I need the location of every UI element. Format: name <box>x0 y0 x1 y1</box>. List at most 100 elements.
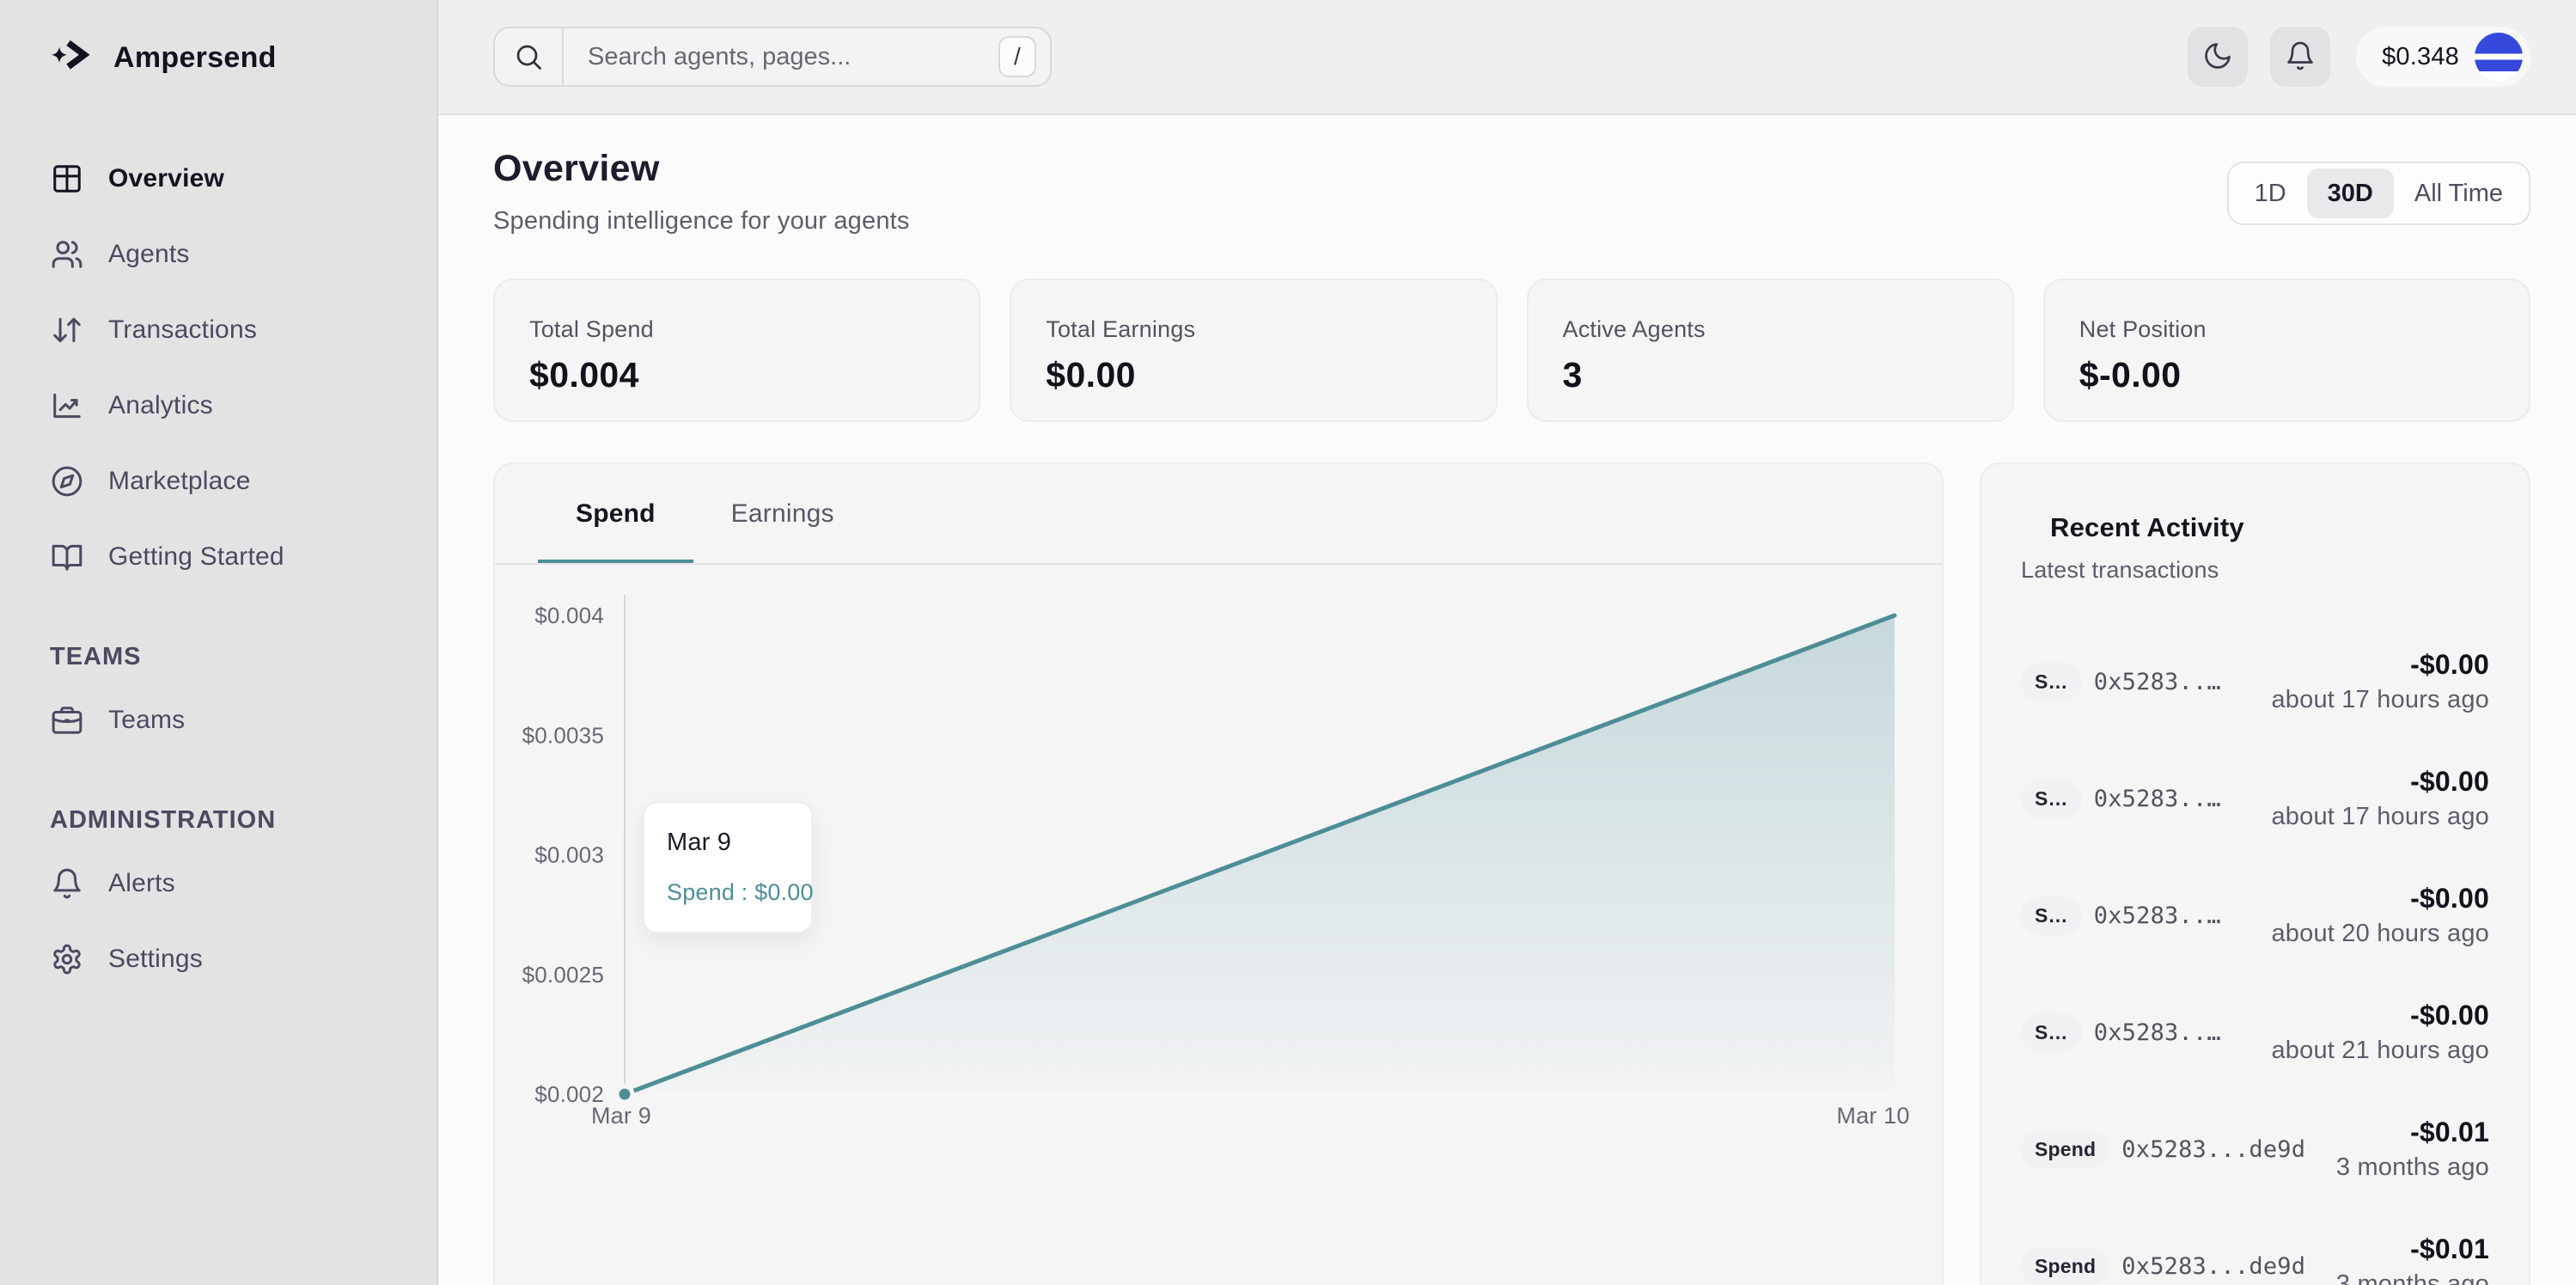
stat-card-total-earnings: Total Earnings $0.00 <box>1010 278 1498 422</box>
book-open-icon <box>50 540 84 574</box>
moon-icon <box>2202 40 2233 74</box>
transaction-type-badge: S… <box>2021 896 2082 935</box>
stat-value: $-0.00 <box>2079 355 2182 395</box>
transaction-amount: -$0.00 <box>2410 766 2489 797</box>
stat-value: $0.004 <box>529 355 639 395</box>
transaction-address: 0x5283..… <box>2093 785 2221 812</box>
transaction-time: about 21 hours ago <box>2271 1037 2489 1064</box>
transaction-row[interactable]: S… 0x5283..… -$0.00 about 20 hours ago <box>2021 857 2489 974</box>
transaction-row[interactable]: S… 0x5283..… -$0.00 about 17 hours ago <box>2021 623 2489 740</box>
transaction-type-badge: Spend <box>2021 1246 2110 1285</box>
line-chart-icon <box>50 389 84 423</box>
sidebar-item-overview[interactable]: Overview <box>0 141 436 217</box>
svg-text:$0.002: $0.002 <box>534 1081 604 1107</box>
main-content: Overview Spending intelligence for your … <box>438 115 2576 1285</box>
page-subtitle: Spending intelligence for your agents <box>493 207 910 235</box>
transaction-type-badge: S… <box>2021 779 2082 818</box>
sidebar-item-marketplace[interactable]: Marketplace <box>0 444 436 519</box>
transaction-time: 3 months ago <box>2335 1270 2489 1285</box>
search-bar[interactable]: / <box>493 27 1052 87</box>
range-option-30d[interactable]: 30D <box>2306 168 2394 218</box>
transaction-amount: -$0.00 <box>2410 649 2489 680</box>
tooltip-value: Spend : $0.00 <box>667 879 814 905</box>
sidebar-item-label: Settings <box>108 945 203 973</box>
stat-label: Total Earnings <box>1046 316 1196 342</box>
sidebar-item-label: Transactions <box>108 315 258 344</box>
stat-label: Active Agents <box>1562 316 1706 342</box>
sidebar-item-settings[interactable]: Settings <box>0 921 436 997</box>
tab-earnings[interactable]: Earnings <box>730 499 834 528</box>
activity-title: Recent Activity <box>2050 512 2244 542</box>
stat-card-active-agents: Active Agents 3 <box>1526 278 2014 422</box>
stat-label: Net Position <box>2079 316 2207 342</box>
sidebar-item-transactions[interactable]: Transactions <box>0 292 436 368</box>
sidebar-item-analytics[interactable]: Analytics <box>0 368 436 444</box>
sidebar-section-administration: ADMINISTRATION <box>50 805 277 834</box>
transaction-amount: -$0.01 <box>2410 1117 2489 1147</box>
range-option-1d[interactable]: 1D <box>2234 168 2307 218</box>
avatar <box>2475 33 2523 81</box>
stats-row: Total Spend $0.004 Total Earnings $0.00 … <box>493 278 2530 422</box>
transaction-type-badge: Spend <box>2021 1129 2110 1169</box>
transaction-row[interactable]: Spend 0x5283...de9d -$0.01 3 months ago <box>2021 1091 2489 1208</box>
svg-text:$0.0025: $0.0025 <box>522 962 604 988</box>
search-shortcut-key: / <box>998 36 1036 77</box>
sidebar-item-teams[interactable]: Teams <box>0 682 436 758</box>
sidebar-item-label: Alerts <box>108 869 175 897</box>
account-balance-pill[interactable]: $0.348 <box>2356 27 2530 87</box>
arrows-up-down-icon <box>50 313 84 347</box>
transaction-address: 0x5283..… <box>2093 1019 2221 1046</box>
notifications-button[interactable] <box>2270 27 2331 87</box>
stat-value: $0.00 <box>1046 355 1136 395</box>
dark-mode-button[interactable] <box>2188 27 2249 87</box>
range-option-all-time[interactable]: All Time <box>2394 168 2524 218</box>
chart-tabs: Spend Earnings <box>495 464 1942 565</box>
transaction-time: about 17 hours ago <box>2271 686 2489 713</box>
svg-text:Mar 10: Mar 10 <box>1836 1103 1909 1129</box>
svg-text:$0.003: $0.003 <box>534 842 604 868</box>
sidebar-item-label: Analytics <box>108 391 213 419</box>
stat-label: Total Spend <box>529 316 654 342</box>
chart-tooltip: Mar 9 Spend : $0.00 <box>643 801 814 933</box>
transaction-row[interactable]: S… 0x5283..… -$0.00 about 17 hours ago <box>2021 740 2489 857</box>
sidebar-item-label: Marketplace <box>108 467 251 495</box>
users-icon <box>50 237 84 272</box>
sidebar-item-agents[interactable]: Agents <box>0 217 436 292</box>
time-range-selector: 1D 30D All Time <box>2226 162 2530 225</box>
search-icon <box>495 28 564 85</box>
sidebar-nav: Overview Agents Transactions Analytics <box>0 115 436 997</box>
brand[interactable]: Ampersend <box>0 0 436 115</box>
tab-spend[interactable]: Spend <box>538 464 693 563</box>
transaction-time: about 17 hours ago <box>2271 803 2489 830</box>
page-title: Overview <box>493 148 660 189</box>
sidebar-item-getting-started[interactable]: Getting Started <box>0 519 436 595</box>
sidebar-item-alerts[interactable]: Alerts <box>0 846 436 921</box>
transaction-time: 3 months ago <box>2335 1153 2489 1181</box>
grid-icon <box>50 162 84 196</box>
bell-icon <box>50 866 84 901</box>
right-column: / $0.348 Overview <box>438 0 2576 1285</box>
svg-text:$0.004: $0.004 <box>534 603 604 628</box>
transaction-row[interactable]: Spend 0x5283...de9d -$0.01 3 months ago <box>2021 1208 2489 1285</box>
search-input[interactable] <box>564 28 998 85</box>
svg-text:$0.0035: $0.0035 <box>522 722 604 748</box>
sidebar-item-label: Teams <box>108 706 186 734</box>
gear-icon <box>50 942 84 976</box>
transaction-row[interactable]: S… 0x5283..… -$0.00 about 21 hours ago <box>2021 974 2489 1091</box>
sidebar-item-label: Getting Started <box>108 542 284 571</box>
spend-chart-card: Spend Earnings $0.004 $0.0035 $0.003 $0.002… <box>493 462 1944 1285</box>
stat-card-net-position: Net Position $-0.00 <box>2042 278 2530 422</box>
brand-name: Ampersend <box>113 40 277 74</box>
transaction-address: 0x5283..… <box>2093 902 2221 929</box>
activity-list: S… 0x5283..… -$0.00 about 17 hours ago S… <box>2021 623 2489 1285</box>
compass-icon <box>50 464 84 499</box>
page-header: Overview Spending intelligence for your … <box>493 148 2530 236</box>
transaction-type-badge: S… <box>2021 1013 2082 1052</box>
transaction-amount: -$0.00 <box>2410 1000 2489 1031</box>
briefcase-icon <box>50 703 84 737</box>
content-row: Spend Earnings $0.004 $0.0035 $0.003 $0.002… <box>493 462 2530 1285</box>
transaction-type-badge: S… <box>2021 662 2082 701</box>
sidebar-item-label: Agents <box>108 240 190 268</box>
